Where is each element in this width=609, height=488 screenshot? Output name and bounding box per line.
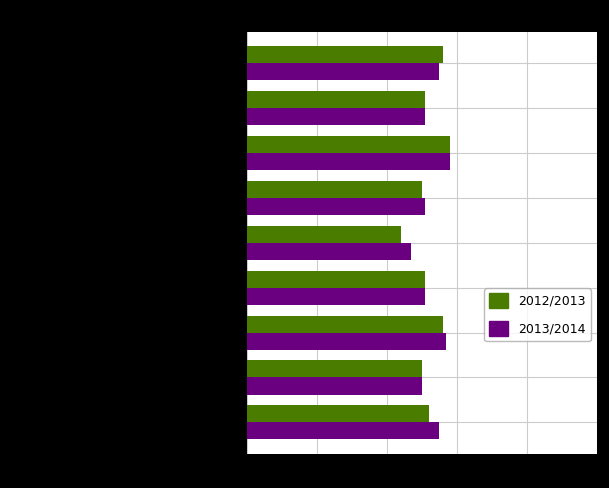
Bar <box>247 333 446 350</box>
Bar <box>247 91 425 108</box>
Legend: 2012/2013, 2013/2014: 2012/2013, 2013/2014 <box>484 288 591 341</box>
Bar <box>247 136 449 153</box>
Bar <box>247 46 443 63</box>
Bar <box>247 243 411 260</box>
Bar <box>247 378 421 395</box>
Bar <box>247 198 425 215</box>
Bar <box>247 271 425 288</box>
Bar <box>247 181 421 198</box>
Bar <box>247 406 429 423</box>
Bar <box>247 108 425 125</box>
Bar <box>247 153 449 170</box>
Bar <box>247 226 401 243</box>
Bar <box>247 63 439 80</box>
Bar <box>247 288 425 305</box>
Bar <box>247 423 439 440</box>
Bar <box>247 316 443 333</box>
Bar <box>247 361 421 378</box>
